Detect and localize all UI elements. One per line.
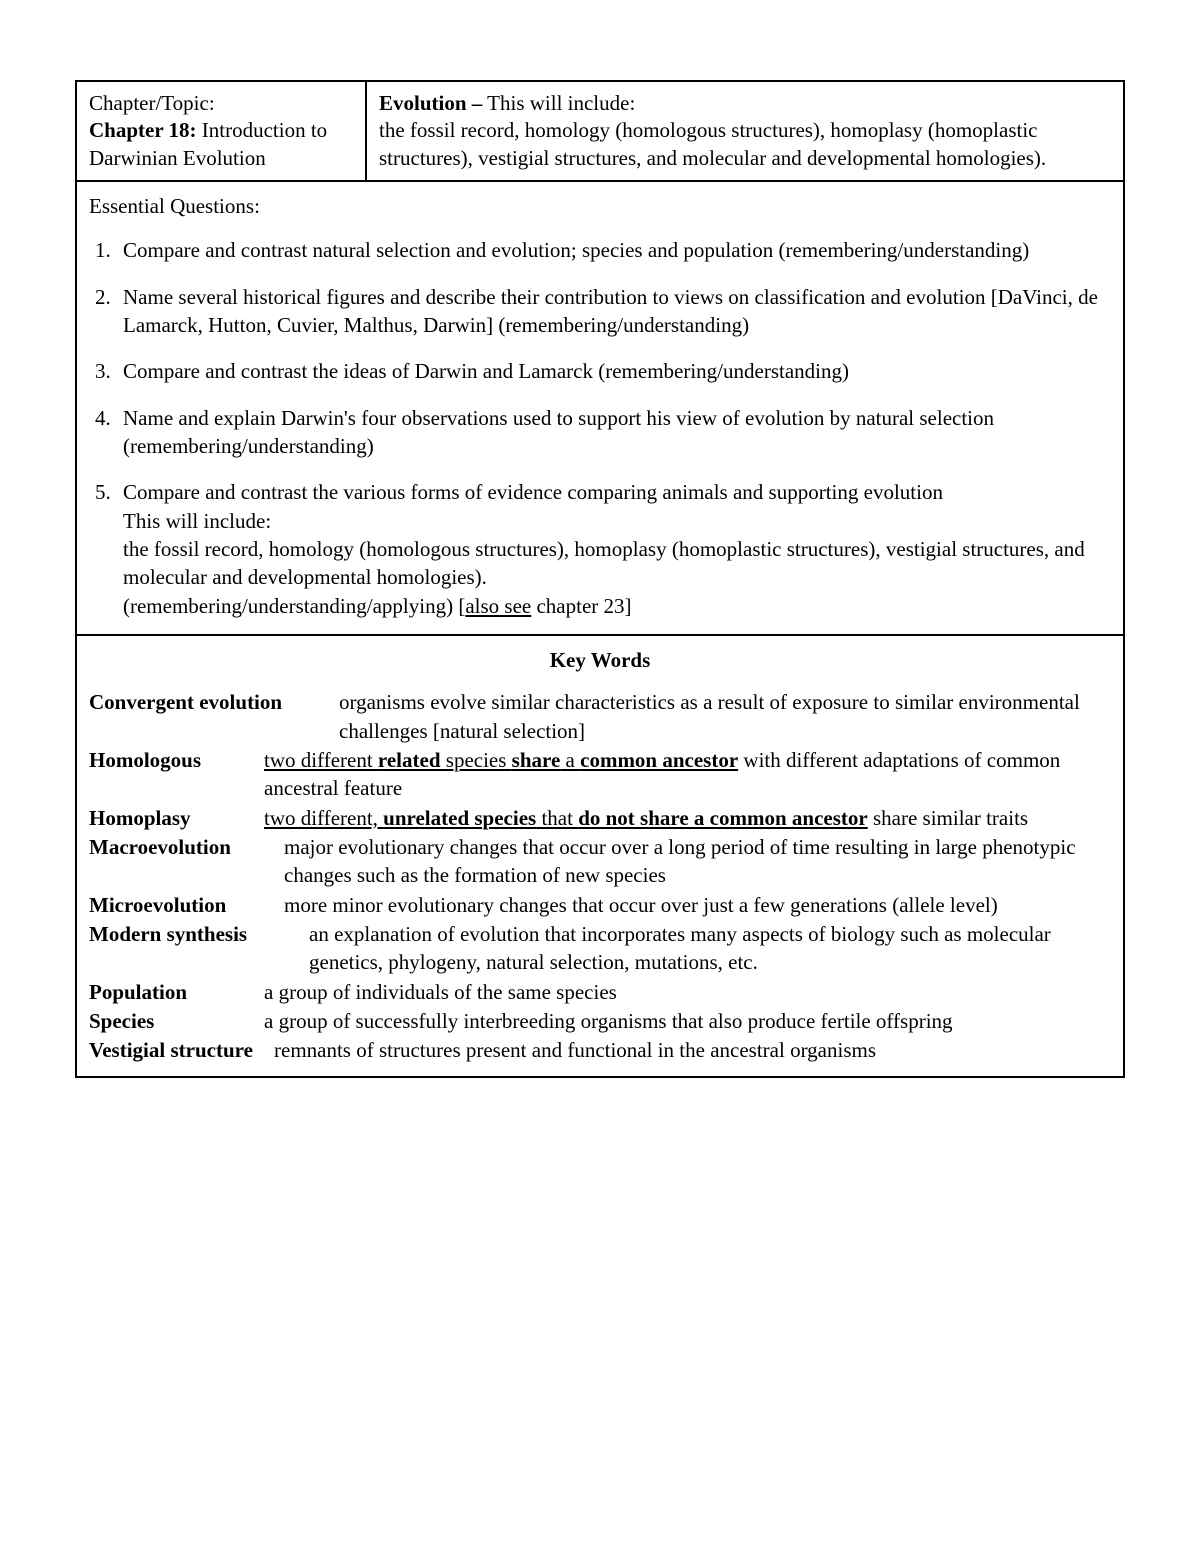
- keywords-title: Key Words: [89, 646, 1111, 674]
- header-row: Chapter/Topic: Chapter 18: Introduction …: [77, 82, 1123, 182]
- topic-body: the fossil record, homology (homologous …: [379, 118, 1046, 169]
- topic-intro: This will include:: [482, 91, 635, 115]
- keyword-definition: two different, unrelated species that do…: [264, 804, 1111, 832]
- q5-line1: Compare and contrast the various forms o…: [123, 480, 943, 504]
- keywords-section: Key Words Convergent evolution organisms…: [77, 636, 1123, 1076]
- keyword-definition: a group of successfully interbreeding or…: [264, 1007, 1111, 1035]
- keyword-definition: a group of individuals of the same speci…: [264, 978, 1111, 1006]
- keyword-row: Homoplasy two different, unrelated speci…: [89, 804, 1111, 832]
- question-number: 1.: [95, 236, 123, 264]
- question-item: 1. Compare and contrast natural selectio…: [89, 236, 1111, 264]
- q5-line4-post: chapter 23]: [531, 594, 631, 618]
- keyword-definition: an explanation of evolution that incorpo…: [309, 920, 1111, 977]
- question-text: Compare and contrast natural selection a…: [123, 236, 1111, 264]
- keyword-row: Macroevolution major evolutionary change…: [89, 833, 1111, 890]
- question-item: 2. Name several historical figures and d…: [89, 283, 1111, 340]
- keyword-term: Population: [89, 978, 264, 1006]
- q5-line4-underline: also see: [465, 594, 531, 618]
- topic-description-cell: Evolution – This will include: the fossi…: [367, 82, 1123, 180]
- essential-questions-title: Essential Questions:: [89, 192, 1111, 220]
- document-page: Chapter/Topic: Chapter 18: Introduction …: [0, 0, 1200, 1553]
- keyword-term: Homoplasy: [89, 804, 264, 832]
- question-text: Name and explain Darwin's four observati…: [123, 404, 1111, 461]
- chapter-number: Chapter 18:: [89, 118, 197, 142]
- q5-line2: This will include:: [123, 509, 271, 533]
- essential-questions-section: Essential Questions: 1. Compare and cont…: [77, 182, 1123, 636]
- content-table: Chapter/Topic: Chapter 18: Introduction …: [75, 80, 1125, 1078]
- keyword-definition: two different related species share a co…: [264, 746, 1111, 803]
- question-item: 4. Name and explain Darwin's four observ…: [89, 404, 1111, 461]
- keyword-row: Convergent evolution organisms evolve si…: [89, 688, 1111, 745]
- question-number: 3.: [95, 357, 123, 385]
- q5-line3: the fossil record, homology (homologous …: [123, 537, 1085, 589]
- question-text: Compare and contrast the ideas of Darwin…: [123, 357, 1111, 385]
- question-number: 2.: [95, 283, 123, 340]
- chapter-topic-cell: Chapter/Topic: Chapter 18: Introduction …: [77, 82, 367, 180]
- keyword-term: Modern synthesis: [89, 920, 309, 977]
- keyword-definition: remnants of structures present and funct…: [274, 1036, 1111, 1064]
- keyword-term: Homologous: [89, 746, 264, 803]
- keyword-definition: major evolutionary changes that occur ov…: [284, 833, 1111, 890]
- keyword-row: Species a group of successfully interbre…: [89, 1007, 1111, 1035]
- question-number: 4.: [95, 404, 123, 461]
- question-text: Name several historical figures and desc…: [123, 283, 1111, 340]
- keyword-row: Homologous two different related species…: [89, 746, 1111, 803]
- keyword-row: Population a group of individuals of the…: [89, 978, 1111, 1006]
- question-number: 5.: [95, 478, 123, 620]
- keyword-term: Vestigial structure: [89, 1036, 274, 1064]
- keyword-row: Modern synthesis an explanation of evolu…: [89, 920, 1111, 977]
- chapter-topic-label: Chapter/Topic:: [89, 91, 215, 115]
- question-text: Compare and contrast the various forms o…: [123, 478, 1111, 620]
- keyword-row: Microevolution more minor evolutionary c…: [89, 891, 1111, 919]
- keyword-term: Species: [89, 1007, 264, 1035]
- keyword-row: Vestigial structure remnants of structur…: [89, 1036, 1111, 1064]
- keyword-term: Macroevolution: [89, 833, 284, 890]
- keyword-definition: organisms evolve similar characteristics…: [339, 688, 1111, 745]
- q5-line4-pre: (remembering/understanding/applying) [: [123, 594, 465, 618]
- question-item: 5. Compare and contrast the various form…: [89, 478, 1111, 620]
- keyword-term: Microevolution: [89, 891, 284, 919]
- question-item: 3. Compare and contrast the ideas of Dar…: [89, 357, 1111, 385]
- keyword-term: Convergent evolution: [89, 688, 339, 745]
- topic-name: Evolution –: [379, 91, 482, 115]
- keyword-definition: more minor evolutionary changes that occ…: [284, 891, 1111, 919]
